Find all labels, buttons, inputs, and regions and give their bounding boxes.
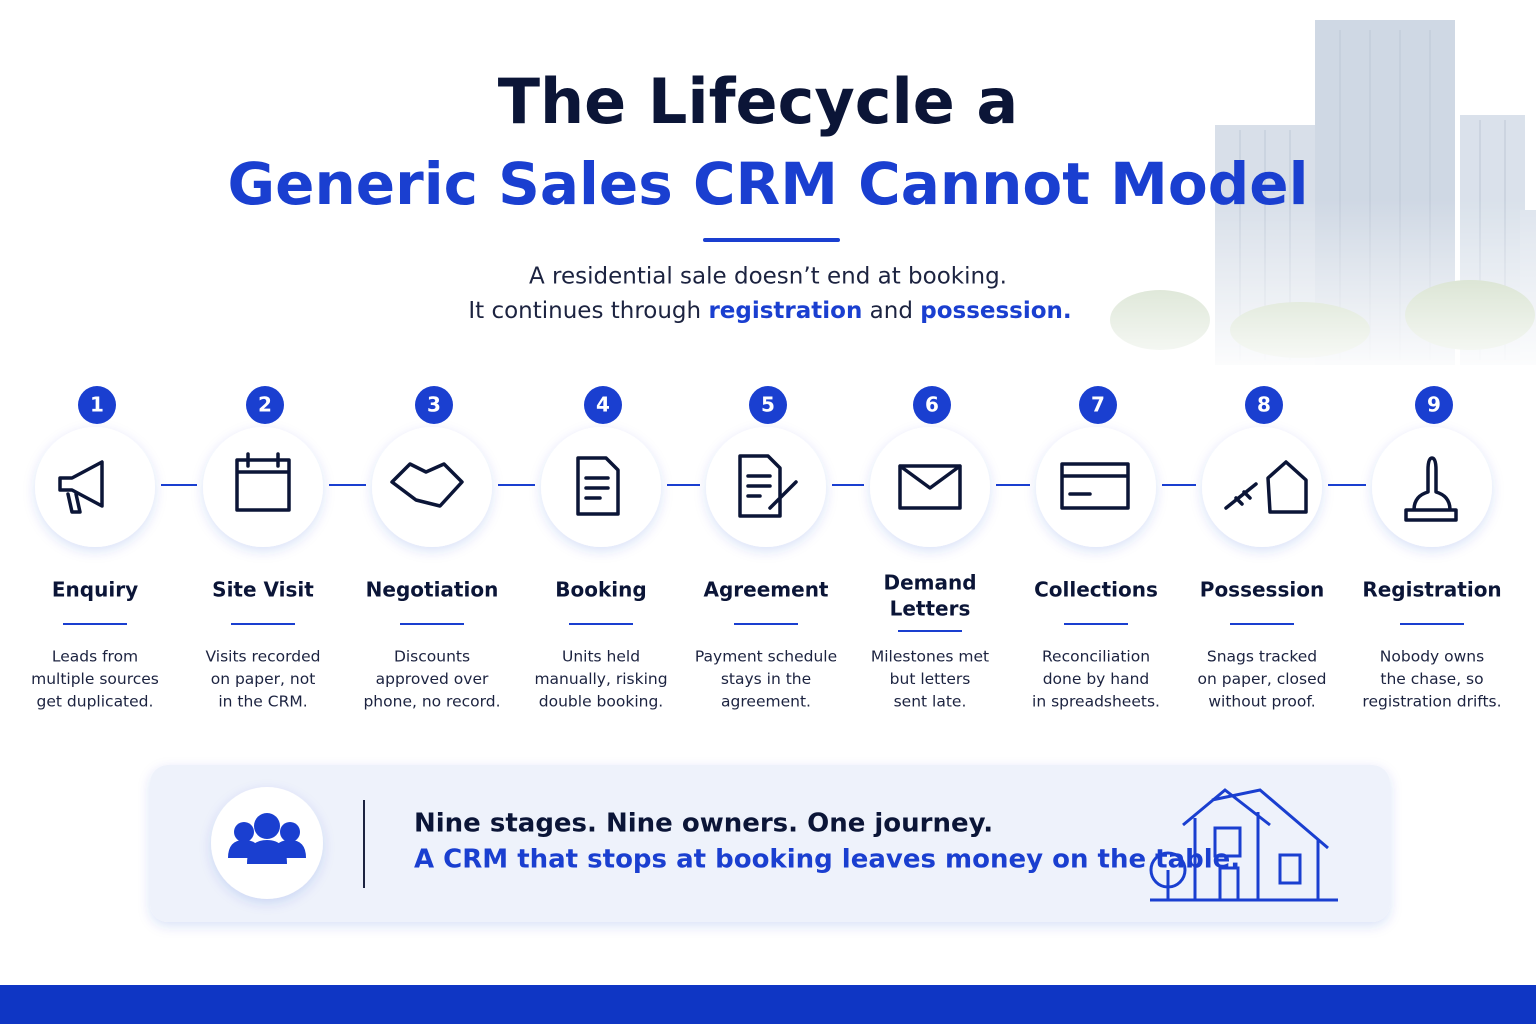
- stage-number: 6: [925, 393, 939, 417]
- number-badge: [749, 386, 787, 424]
- title-line2: Generic Sales CRM Cannot Model: [228, 150, 1309, 218]
- stage-description: approved over: [376, 670, 489, 688]
- stage-description: double booking.: [539, 693, 663, 711]
- stage-description: Discounts: [394, 648, 470, 666]
- stage-number: 7: [1091, 393, 1105, 417]
- stage-description: on paper, closed: [1198, 670, 1327, 688]
- stage-icon: [898, 464, 962, 510]
- bottom-bar: [0, 985, 1536, 1024]
- number-badge: [246, 386, 284, 424]
- stage-number: 5: [761, 393, 775, 417]
- stage-number: 1: [90, 393, 104, 417]
- subtitle-highlight: possession.: [920, 298, 1071, 324]
- stage-description: without proof.: [1208, 693, 1315, 711]
- stage-description: Visits recorded: [206, 648, 321, 666]
- stage-icon: [1224, 460, 1308, 514]
- stage-label: Collections: [1034, 578, 1158, 602]
- stage-icon: [576, 456, 620, 516]
- subtitle-part: It continues through: [468, 298, 708, 324]
- stage-label: Registration: [1362, 578, 1501, 602]
- subtitle-part: and: [862, 298, 920, 324]
- number-badge: [1245, 386, 1283, 424]
- stage-label: Demand: [883, 571, 976, 595]
- subtitle-line2: It continues through registration and po…: [468, 298, 1071, 324]
- stage: 2 Site Visit Visits recorded on paper, not i…: [203, 386, 366, 711]
- stage-icon: [738, 454, 798, 518]
- number-badge: [913, 386, 951, 424]
- stage-circle: [372, 427, 492, 547]
- stage: 7 Collections Reconciliation done by hand in…: [1032, 386, 1196, 711]
- stage-description: but letters: [890, 670, 971, 688]
- stage-label: Letters: [890, 597, 971, 621]
- buildings: [1080, 20, 1536, 380]
- number-badge: [1415, 386, 1453, 424]
- stage-description: Milestones met: [871, 648, 989, 666]
- stage-circle: [35, 427, 155, 547]
- footer-line2: A CRM that stops at booking leaves money…: [414, 845, 1240, 875]
- stage-icon: [235, 452, 291, 512]
- stage: 9 Registration Nobody owns the chase, so reg…: [1362, 386, 1502, 711]
- footer-box: [150, 765, 1390, 922]
- house-icon: [1149, 788, 1338, 902]
- stage-label: Site Visit: [212, 578, 314, 602]
- stage-label: Enquiry: [52, 578, 138, 602]
- stage-description: agreement.: [721, 693, 811, 711]
- title-line1: The Lifecycle a: [498, 65, 1019, 138]
- stage-description: on paper, not: [211, 670, 316, 688]
- stage: 4 Booking Units held manually, risking doubl…: [534, 386, 700, 711]
- stage-label: Possession: [1200, 578, 1324, 602]
- stage-description: the chase, so: [1380, 670, 1483, 688]
- stage-number: 8: [1257, 393, 1271, 417]
- stages: 1 Enquiry Leads from multiple sources get du…: [31, 386, 1502, 711]
- stage-description: registration drifts.: [1362, 693, 1501, 711]
- stage-circle: [1036, 427, 1156, 547]
- stage-icon: [1404, 456, 1458, 522]
- stage-number: 3: [427, 393, 441, 417]
- title-underline: [703, 238, 840, 242]
- stage-description: Reconciliation: [1042, 648, 1150, 666]
- stage-description: sent late.: [894, 693, 967, 711]
- stage: 3 Negotiation Discounts approved over phone,…: [363, 386, 535, 711]
- stage-label: Negotiation: [366, 578, 499, 602]
- stage-description: in the CRM.: [218, 693, 307, 711]
- stage-description: multiple sources: [31, 670, 159, 688]
- stage-description: phone, no record.: [363, 693, 500, 711]
- stage-description: in spreadsheets.: [1032, 693, 1160, 711]
- stage-description: Nobody owns: [1380, 648, 1484, 666]
- stage-icon: [390, 462, 464, 508]
- stage-number: 4: [596, 393, 610, 417]
- stage-description: done by hand: [1043, 670, 1150, 688]
- stage-description: stays in the: [721, 670, 811, 688]
- footer-line1: Nine stages. Nine owners. One journey.: [414, 809, 993, 839]
- stage-circle: [1202, 427, 1322, 547]
- stage-description: get duplicated.: [37, 693, 154, 711]
- stage-description: manually, risking: [534, 670, 667, 688]
- stage: 8 Possession Snags tracked on paper, closed…: [1198, 386, 1366, 711]
- stage: 5 Agreement Payment schedule stays in the ag…: [695, 386, 864, 711]
- subtitle-highlight: registration: [708, 298, 862, 324]
- stage: 1 Enquiry Leads from multiple sources get du…: [31, 386, 197, 711]
- subtitle-line1: A residential sale doesn’t end at bookin…: [529, 264, 1007, 290]
- stage-label: Agreement: [704, 578, 829, 602]
- team-icon: [228, 813, 306, 864]
- stage-description: Snags tracked: [1207, 648, 1317, 666]
- number-badge: [1079, 386, 1117, 424]
- number-badge: [584, 386, 622, 424]
- stage-description: Payment schedule: [695, 648, 837, 666]
- stage-label: Booking: [555, 578, 646, 602]
- stage-icon: [58, 460, 104, 514]
- stage-number: 2: [258, 393, 272, 417]
- stage-circle: [203, 427, 323, 547]
- number-badge: [415, 386, 453, 424]
- stage-description: Units held: [562, 648, 640, 666]
- stage-circle: [1372, 427, 1492, 547]
- stage-number: 9: [1427, 393, 1441, 417]
- stage-description: Leads from: [52, 648, 138, 666]
- stage-icon: [1060, 462, 1130, 510]
- number-badge: [78, 386, 116, 424]
